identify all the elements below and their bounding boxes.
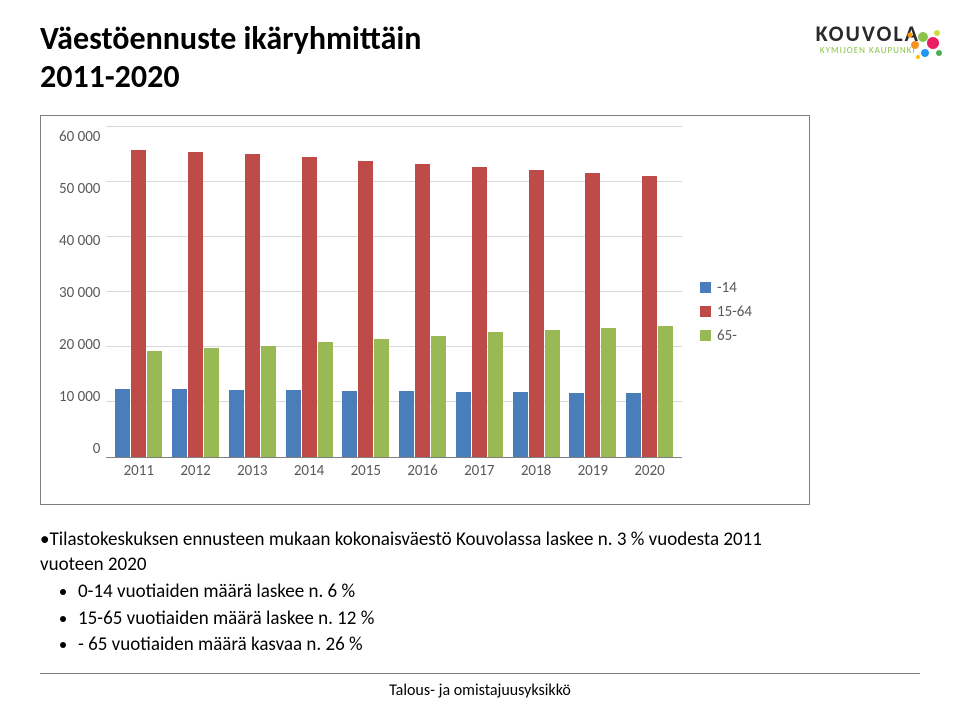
year-group: [456, 167, 503, 457]
bar: [342, 391, 357, 457]
bar: [204, 348, 219, 456]
year-group: [399, 164, 446, 457]
x-tick: 2016: [398, 462, 448, 480]
chart-legend: -14 15-64 65-: [682, 128, 797, 496]
grid-line: [106, 126, 682, 127]
bar: [229, 390, 244, 457]
bar: [131, 150, 146, 456]
y-tick: 40 000: [59, 232, 100, 250]
bar: [456, 392, 471, 457]
page-title: Väestöennuste ikäryhmittäin 2011-2020: [40, 20, 920, 97]
legend-label: 15-64: [717, 303, 752, 321]
bar: [172, 389, 187, 456]
bar: [488, 332, 503, 456]
x-axis: 2011 2012 2013 2014 2015 2016 2017 2018 2019 2020: [106, 458, 682, 480]
slide: KOUVOLA KYMIJOEN KAUPUNKI Väestöennuste …: [0, 0, 960, 658]
year-group: [569, 173, 616, 457]
x-tick: 2019: [568, 462, 618, 480]
y-axis: 60 000 50 000 40 000 30 000 20 000 10 000 0: [59, 128, 106, 458]
year-group: [229, 154, 276, 457]
bullet-3: - 65 vuotiaiden määrä kasvaa n. 26 %: [78, 632, 920, 658]
x-tick: 2012: [171, 462, 221, 480]
x-tick: 2011: [114, 462, 164, 480]
bar: [399, 391, 414, 457]
bar: [642, 176, 657, 457]
bar: [302, 157, 317, 457]
bar: [115, 389, 130, 457]
bar: [318, 342, 333, 456]
legend-swatch: [700, 282, 711, 293]
bar: [415, 164, 430, 457]
year-group: [626, 176, 673, 457]
legend-item: -14: [700, 279, 797, 297]
bar: [147, 351, 162, 457]
legend-swatch: [700, 306, 711, 317]
bar: [545, 330, 560, 457]
year-group: [286, 157, 333, 457]
y-tick: 60 000: [59, 128, 100, 146]
footer-divider: [40, 673, 920, 674]
y-tick: 20 000: [59, 336, 100, 354]
bar: [261, 346, 276, 457]
bar: [601, 328, 616, 457]
legend-item: 15-64: [700, 303, 797, 321]
bullet-text: •Tilastokeskuksen ennusteen mukaan kokon…: [40, 527, 920, 658]
bars-region: [106, 128, 682, 458]
footer-text: Talous- ja omistajuusyksikkö: [0, 681, 960, 700]
bar: [658, 326, 673, 457]
bar: [358, 161, 373, 457]
bar: [626, 393, 641, 457]
y-tick: 30 000: [59, 284, 100, 302]
year-group: [342, 161, 389, 457]
year-group: [172, 152, 219, 457]
bar: [529, 170, 544, 457]
bar: [585, 173, 600, 457]
bar: [431, 336, 446, 457]
x-tick: 2014: [284, 462, 334, 480]
x-tick: 2015: [341, 462, 391, 480]
bar: [513, 392, 528, 457]
x-tick: 2013: [227, 462, 277, 480]
legend-swatch: [700, 330, 711, 341]
bar: [188, 152, 203, 457]
bullet-1: 0-14 vuotiaiden määrä laskee n. 6 %: [78, 579, 920, 605]
title-line-1: Väestöennuste ikäryhmittäin: [40, 19, 421, 58]
y-tick: 10 000: [59, 388, 100, 406]
bar: [245, 154, 260, 457]
legend-label: 65-: [717, 327, 737, 345]
bar: [286, 390, 301, 457]
year-group: [115, 150, 162, 456]
legend-label: -14: [717, 279, 737, 297]
intro-line-1: •Tilastokeskuksen ennusteen mukaan kokon…: [40, 527, 920, 553]
y-tick: 0: [59, 440, 100, 458]
intro-line-2: vuoteen 2020: [40, 552, 920, 578]
legend-item: 65-: [700, 327, 797, 345]
bar: [472, 167, 487, 457]
bullet-2: 15-65 vuotiaiden määrä laskee n. 12 %: [78, 606, 920, 632]
y-tick: 50 000: [59, 180, 100, 198]
population-chart: 60 000 50 000 40 000 30 000 20 000 10 000 0 20…: [40, 115, 810, 505]
bar: [569, 393, 584, 457]
x-tick: 2018: [511, 462, 561, 480]
kouvola-logo: KOUVOLA KYMIJOEN KAUPUNKI: [816, 20, 920, 56]
year-group: [513, 170, 560, 457]
bar: [374, 339, 389, 457]
x-tick: 2020: [625, 462, 675, 480]
logo-swirl-icon: [895, 15, 950, 70]
title-line-2: 2011-2020: [40, 57, 180, 96]
x-tick: 2017: [454, 462, 504, 480]
